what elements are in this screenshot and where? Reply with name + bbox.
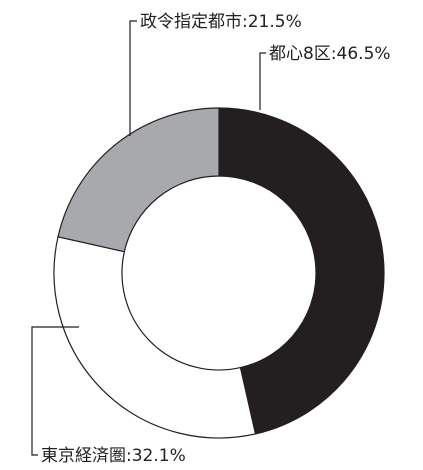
slice-label-tokyo-econ: 東京経済圏:32.1% (41, 446, 186, 466)
leader-lines-layer (31, 20, 266, 456)
slices-layer (53, 107, 385, 439)
leader-line-designated-cities (129, 20, 137, 136)
slice-label-designated-cities: 政令指定都市:21.5% (140, 12, 302, 32)
leader-line-central-8-wards (259, 52, 266, 110)
slice-central-8-wards (218, 107, 385, 435)
slice-label-central-8-wards: 都心8区:46.5% (269, 44, 391, 64)
leader-line-tokyo-econ (31, 326, 79, 456)
slice-tokyo-econ (53, 236, 257, 439)
slice-designated-cities (57, 107, 220, 253)
